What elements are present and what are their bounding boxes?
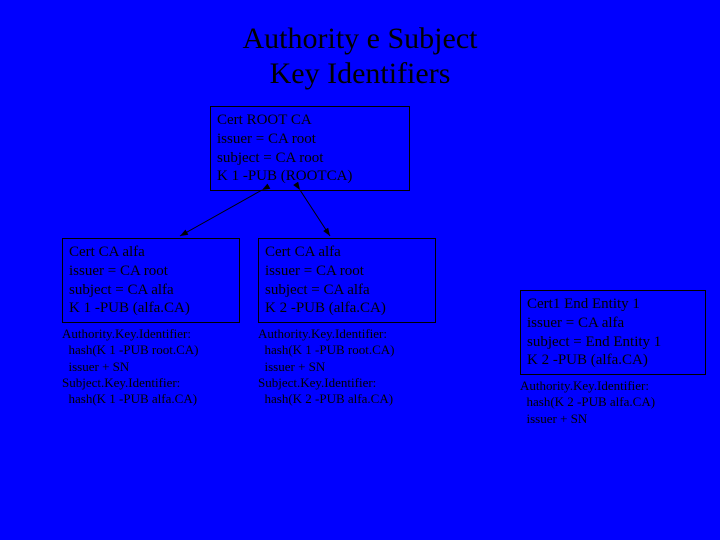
arrow-root-to-left bbox=[180, 190, 262, 236]
alfa-left-line: K 1 -PUB (alfa.CA) bbox=[69, 299, 233, 318]
node-ca-alfa-k2-details: Authority.Key.Identifier: hash(K 1 -PUB … bbox=[258, 326, 448, 407]
end-entity-sub: hash(K 2 -PUB alfa.CA) bbox=[520, 394, 710, 410]
alfa-right-sub: issuer + SN bbox=[258, 359, 448, 375]
page-title: Authority e Subject Key Identifiers bbox=[0, 22, 720, 91]
alfa-right-line: issuer = CA root bbox=[265, 262, 429, 281]
end-entity-line: subject = End Entity 1 bbox=[527, 333, 699, 352]
alfa-right-sub: Subject.Key.Identifier: bbox=[258, 375, 448, 391]
alfa-right-line: Cert CA alfa bbox=[265, 243, 429, 262]
alfa-right-sub: hash(K 1 -PUB root.CA) bbox=[258, 342, 448, 358]
alfa-left-line: issuer = CA root bbox=[69, 262, 233, 281]
alfa-right-line: K 2 -PUB (alfa.CA) bbox=[265, 299, 429, 318]
end-entity-sub: Authority.Key.Identifier: bbox=[520, 378, 710, 394]
end-entity-sub: issuer + SN bbox=[520, 411, 710, 427]
alfa-left-sub: Subject.Key.Identifier: bbox=[62, 375, 252, 391]
alfa-left-line: Cert CA alfa bbox=[69, 243, 233, 262]
end-entity-line: issuer = CA alfa bbox=[527, 314, 699, 333]
alfa-left-sub: Authority.Key.Identifier: bbox=[62, 326, 252, 342]
arrow-root-to-right bbox=[300, 190, 330, 236]
node-end-entity-details: Authority.Key.Identifier: hash(K 2 -PUB … bbox=[520, 378, 710, 427]
alfa-left-line: subject = CA alfa bbox=[69, 281, 233, 300]
alfa-left-sub: hash(K 1 -PUB alfa.CA) bbox=[62, 391, 252, 407]
alfa-left-sub: hash(K 1 -PUB root.CA) bbox=[62, 342, 252, 358]
end-entity-line: K 2 -PUB (alfa.CA) bbox=[527, 351, 699, 370]
root-line: subject = CA root bbox=[217, 149, 403, 168]
end-entity-line: Cert1 End Entity 1 bbox=[527, 295, 699, 314]
node-ca-alfa-k1: Cert CA alfa issuer = CA root subject = … bbox=[62, 238, 240, 323]
alfa-right-line: subject = CA alfa bbox=[265, 281, 429, 300]
alfa-right-sub: hash(K 2 -PUB alfa.CA) bbox=[258, 391, 448, 407]
title-line1: Authority e Subject bbox=[243, 22, 478, 55]
alfa-right-sub: Authority.Key.Identifier: bbox=[258, 326, 448, 342]
node-ca-alfa-k1-details: Authority.Key.Identifier: hash(K 1 -PUB … bbox=[62, 326, 252, 407]
node-ca-alfa-k2: Cert CA alfa issuer = CA root subject = … bbox=[258, 238, 436, 323]
root-line: K 1 -PUB (ROOTCA) bbox=[217, 167, 403, 186]
alfa-left-sub: issuer + SN bbox=[62, 359, 252, 375]
title-line2: Key Identifiers bbox=[270, 57, 451, 90]
node-end-entity: Cert1 End Entity 1 issuer = CA alfa subj… bbox=[520, 290, 706, 375]
root-line: Cert ROOT CA bbox=[217, 111, 403, 130]
node-root-ca: Cert ROOT CA issuer = CA root subject = … bbox=[210, 106, 410, 191]
root-line: issuer = CA root bbox=[217, 130, 403, 149]
